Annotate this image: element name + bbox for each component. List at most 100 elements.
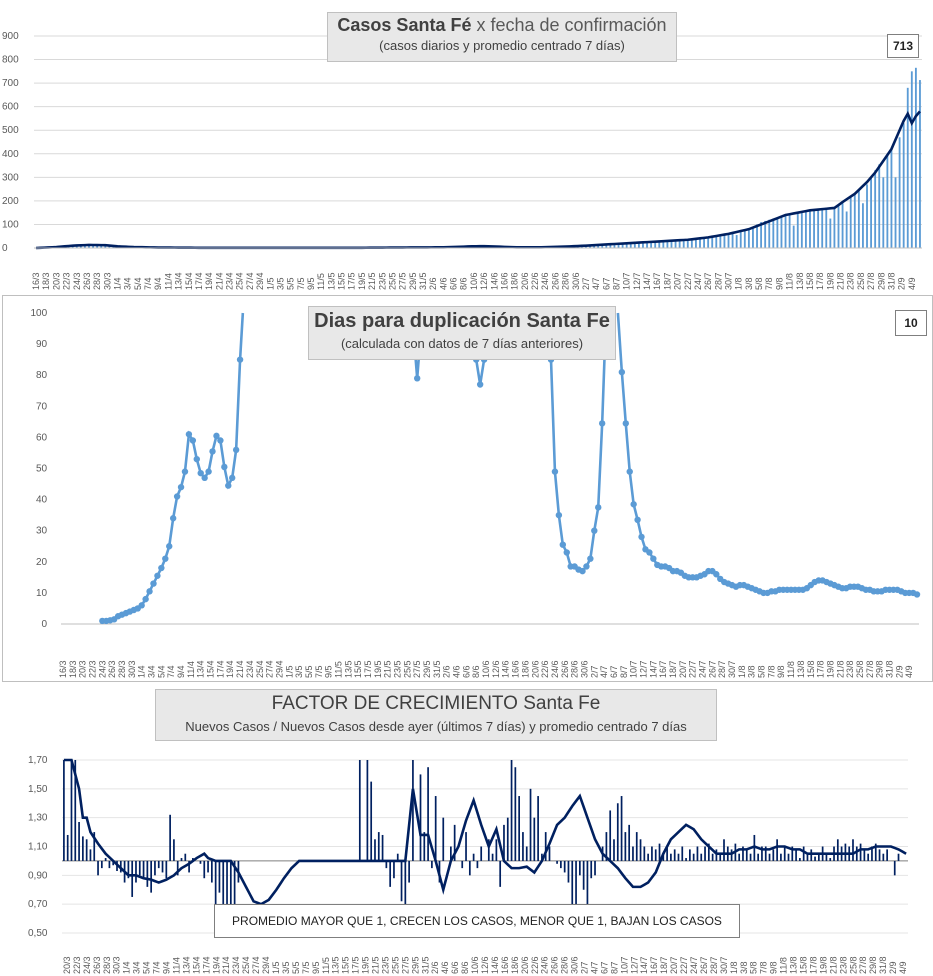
growth-factor-bar	[499, 860, 502, 887]
daily-cases-bar	[857, 190, 860, 248]
daily-cases-bar	[862, 203, 864, 248]
x-tick-label: 21/5	[367, 272, 377, 290]
growth-factor-bar	[723, 839, 725, 861]
x-tick-label: 20/6	[520, 956, 530, 974]
x-tick-label: 20/3	[78, 660, 88, 678]
x-tick-label: 7/5	[314, 665, 324, 678]
growth-factor-bar	[100, 860, 103, 869]
growth-factor-bar	[176, 860, 179, 876]
y-tick-label: 1,30	[28, 813, 48, 824]
daily-cases-bar	[719, 235, 722, 248]
x-tick-label: 30/7	[719, 956, 729, 974]
doubling-days-point	[551, 468, 559, 475]
growth-factor-bar	[229, 860, 232, 926]
x-tick-label: 19/4	[225, 660, 235, 678]
y-tick-label: 300	[2, 172, 19, 183]
growth-factor-bar	[882, 853, 885, 861]
x-tick-label: 25/5	[390, 956, 400, 974]
doubling-days-point	[217, 437, 224, 444]
x-tick-label: 29/5	[410, 956, 420, 974]
doubling-days-point	[193, 455, 200, 463]
daily-cases-bar	[739, 231, 742, 248]
growth-factor-bar	[749, 853, 752, 861]
growth-factor-bar	[63, 760, 65, 861]
growth-factor-bar	[169, 814, 171, 861]
x-tick-label: 23/4	[245, 660, 255, 678]
growth-subtitle: Nuevos Casos / Nuevos Casos desde ayer (…	[185, 719, 687, 734]
x-tick-label: 15/5	[337, 272, 347, 290]
doubling-days-point	[646, 549, 653, 556]
x-tick-label: 18/7	[668, 660, 678, 678]
growth-factor-bar	[791, 846, 794, 861]
x-tick-label: 30/7	[727, 660, 737, 678]
growth-factor-bar	[233, 860, 236, 912]
growth-factor-bar	[434, 796, 437, 861]
growth-factor-bar	[510, 760, 513, 861]
x-tick-label: 26/7	[703, 272, 713, 290]
doubling-days-point	[595, 504, 602, 511]
daily-cases-bar	[849, 196, 852, 248]
daily-cases-bar	[707, 237, 710, 248]
x-tick-label: 7/4	[166, 665, 176, 678]
cases-title: Casos Santa Fé x fecha de confirmación	[337, 15, 667, 35]
doubling-days-point	[185, 431, 193, 438]
x-tick-label: 28/3	[117, 660, 127, 678]
x-tick-label: 5/8	[749, 961, 759, 974]
x-tick-label: 28/7	[717, 660, 727, 678]
doubling-days-point	[626, 468, 633, 475]
growth-note: PROMEDIO MAYOR QUE 1, CRECEN LOS CASOS, …	[214, 904, 740, 938]
doubling-days-point	[213, 432, 220, 440]
daily-cases-bar	[764, 220, 767, 248]
growth-chart: 0,50 0,70 0,90 1,10 1,30 1,50 1,70 20/3 22/3 24/3…	[28, 755, 908, 974]
doubling-days-point	[236, 356, 244, 363]
x-tick-label: 4/7	[591, 277, 601, 290]
daily-cases-bar	[919, 80, 921, 248]
growth-factor-bar	[780, 853, 782, 861]
x-tick-label: 9/8	[774, 277, 784, 290]
x-tick-label: 1/8	[734, 277, 744, 290]
x-tick-label: 6/6	[449, 277, 459, 290]
x-tick-label: 16/6	[499, 272, 509, 290]
growth-factor-bar	[544, 832, 547, 861]
daily-cases-bar	[796, 212, 799, 248]
x-tick-label: 28/6	[561, 272, 571, 290]
x-tick-label: 29/5	[422, 660, 432, 678]
growth-factor-bar	[537, 796, 539, 861]
x-tick-label: 2/6	[442, 665, 452, 678]
cases-chart-panel: 0 100 200 300 400 500 600 700 800 900 16/3 18/3 20/3…	[0, 0, 933, 292]
x-tick-label: 11/4	[171, 957, 181, 974]
growth-factor-bar	[871, 846, 873, 861]
x-tick-label: 13/5	[343, 660, 353, 678]
growth-factor-bar	[764, 846, 767, 861]
x-tick-label: 20/7	[673, 272, 683, 290]
growth-factor-bar	[127, 860, 130, 879]
growth-factor-bar	[173, 839, 175, 861]
growth-factor-bar	[487, 839, 490, 861]
growth-factor-bar	[560, 860, 562, 869]
x-tick-label: 9/8	[776, 665, 786, 678]
x-tick-label: 10/6	[470, 956, 480, 974]
x-tick-label: 21/4	[214, 272, 224, 290]
x-tick-label: 31/8	[878, 956, 888, 974]
x-tick-label: 22/3	[72, 956, 82, 974]
doubling-days-point	[229, 474, 236, 482]
y-tick-label: 1,70	[28, 755, 48, 766]
y-tick-label: 60	[36, 432, 48, 443]
daily-cases-bar	[637, 242, 640, 248]
x-tick-label: 17/4	[215, 660, 225, 678]
x-tick-label: 27/5	[412, 660, 422, 678]
daily-cases-bar	[809, 210, 811, 248]
x-tick-label: 29/4	[274, 660, 284, 678]
growth-factor-bar	[689, 849, 691, 861]
daily-cases-bar	[662, 241, 665, 248]
growth-factor-bar	[381, 834, 384, 861]
daily-cases-bar	[756, 224, 758, 248]
daily-cases-bar	[743, 230, 746, 248]
x-tick-label: 10/7	[622, 272, 632, 290]
x-tick-label: 7/5	[296, 277, 306, 290]
daily-cases-bar	[650, 241, 653, 248]
growth-factor-bar	[135, 860, 137, 883]
x-tick-label: 20/7	[678, 660, 688, 678]
growth-factor-bar	[506, 817, 509, 861]
growth-factor-bar	[863, 849, 866, 861]
